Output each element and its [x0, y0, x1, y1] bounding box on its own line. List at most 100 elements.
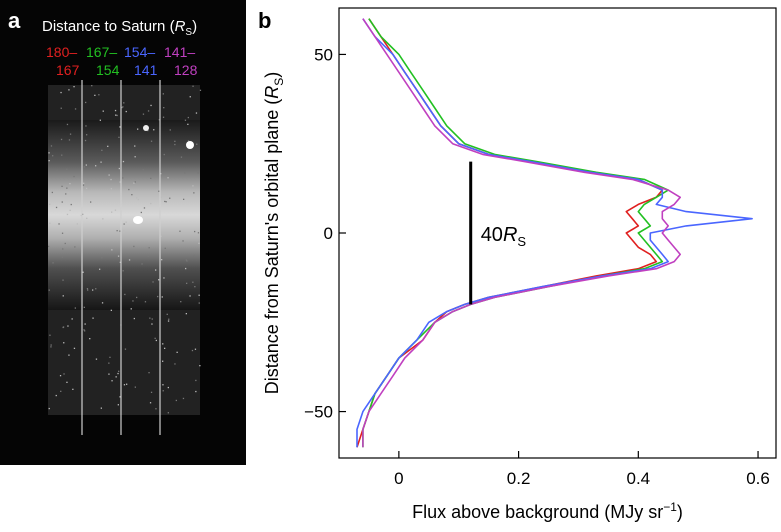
star-speck — [151, 323, 153, 325]
star-speck — [198, 242, 200, 244]
star-speck — [180, 156, 183, 158]
y-tick-label: 50 — [314, 45, 333, 64]
star-speck — [124, 348, 127, 350]
x-tick-label: 0 — [394, 469, 403, 488]
star-speck — [63, 373, 65, 375]
star-speck — [134, 181, 136, 183]
saturn-ring-image — [48, 80, 202, 435]
series-line — [356, 18, 753, 448]
star-speck — [111, 211, 113, 213]
star-speck — [168, 318, 170, 320]
star-speck — [108, 362, 110, 364]
star-speck — [151, 318, 153, 320]
range-end-label: 154 — [96, 62, 120, 78]
star-speck — [94, 94, 96, 96]
star-speck — [95, 288, 97, 290]
star-speck — [48, 289, 50, 291]
y-tick-label: −50 — [304, 403, 333, 422]
star-speck — [60, 390, 62, 392]
range-end-label: 167 — [56, 62, 80, 78]
star-speck — [101, 149, 103, 151]
star-speck — [136, 197, 138, 199]
star-speck — [56, 169, 58, 171]
star-speck — [99, 119, 101, 121]
star-speck — [192, 281, 194, 283]
star-speck — [52, 262, 54, 264]
star-speck — [73, 175, 75, 178]
star-speck — [66, 123, 69, 126]
range-start-label: 167– — [86, 44, 118, 60]
star-speck — [68, 89, 70, 91]
star-speck — [137, 128, 139, 130]
star-speck — [111, 380, 113, 382]
range-end-label: 128 — [174, 62, 198, 78]
star-speck — [134, 145, 136, 147]
range-end-label: 141 — [134, 62, 158, 78]
star-speck — [123, 102, 125, 104]
star-speck — [184, 172, 186, 174]
star-speck — [155, 269, 157, 271]
star-speck — [99, 268, 101, 270]
star-speck — [175, 399, 177, 402]
star-speck — [162, 390, 164, 392]
star-speck — [187, 116, 189, 119]
star-speck — [189, 295, 191, 297]
panel-b-letter: b — [258, 8, 271, 33]
star-speck — [69, 133, 72, 135]
star-speck — [125, 110, 127, 113]
star-speck — [86, 217, 88, 219]
star-speck — [66, 231, 68, 233]
star-speck — [174, 140, 176, 142]
star-speck — [95, 358, 98, 360]
star-speck — [185, 267, 187, 270]
star-speck — [195, 379, 197, 382]
star-speck — [163, 277, 165, 279]
star-speck — [123, 223, 125, 225]
star-speck — [193, 254, 196, 257]
flux-profile-plot: 0 0.2 0.4 0.6 −50 0 50 40RS b Flux above backgrou… — [258, 7, 777, 522]
star-speck — [147, 110, 150, 112]
star-speck — [83, 329, 85, 331]
star-speck — [101, 302, 104, 304]
star-speck — [69, 183, 71, 185]
star-speck — [197, 172, 199, 174]
star-speck — [107, 145, 109, 147]
star-speck — [158, 119, 160, 121]
star-speck — [62, 279, 64, 281]
star-speck — [110, 178, 112, 181]
star-speck — [85, 101, 87, 104]
star-speck — [194, 230, 196, 233]
star-speck — [50, 145, 53, 147]
star-speck — [87, 289, 89, 291]
star-speck — [155, 408, 157, 410]
panel-a-letter: a — [8, 8, 21, 33]
star-speck — [158, 190, 160, 192]
star-speck — [125, 221, 127, 223]
star-speck — [101, 257, 103, 259]
star-speck — [148, 372, 150, 374]
star-speck — [166, 313, 168, 315]
bright-star — [133, 216, 143, 224]
star-speck — [186, 282, 188, 284]
star-speck — [69, 209, 71, 211]
star-speck — [150, 104, 152, 107]
star-speck — [83, 182, 85, 184]
star-speck — [52, 155, 54, 157]
x-tick-label: 0.2 — [507, 469, 531, 488]
star-speck — [114, 109, 117, 112]
star-speck — [162, 116, 165, 118]
star-speck — [142, 169, 144, 171]
star-speck — [67, 192, 70, 194]
star-speck — [160, 235, 162, 237]
star-speck — [61, 256, 63, 258]
star-speck — [197, 232, 200, 234]
star-speck — [161, 296, 163, 298]
star-speck — [184, 119, 187, 121]
scale-bar-label: 40RS — [481, 224, 527, 249]
plot-frame — [338, 7, 777, 459]
star-speck — [155, 339, 157, 342]
star-speck — [85, 231, 87, 233]
star-speck — [174, 143, 176, 146]
star-speck — [162, 343, 164, 345]
star-speck — [50, 346, 52, 348]
